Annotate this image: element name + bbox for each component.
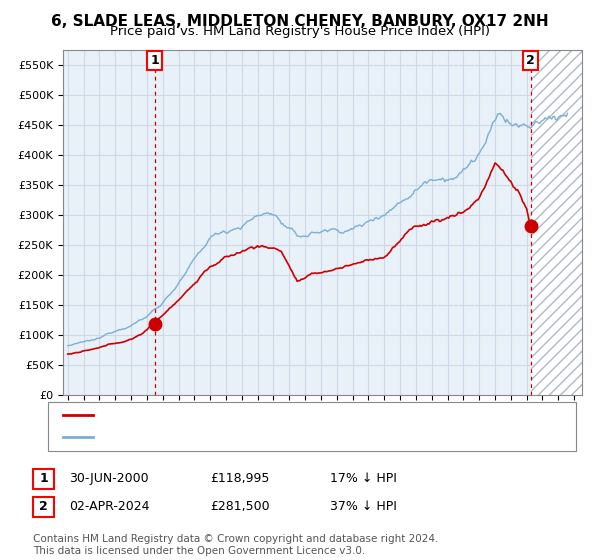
Text: 2: 2 — [39, 500, 48, 514]
Text: 02-APR-2024: 02-APR-2024 — [69, 500, 149, 514]
Text: 30-JUN-2000: 30-JUN-2000 — [69, 472, 149, 486]
Text: 6, SLADE LEAS, MIDDLETON CHENEY, BANBURY, OX17 2NH: 6, SLADE LEAS, MIDDLETON CHENEY, BANBURY… — [51, 14, 549, 29]
Text: 37% ↓ HPI: 37% ↓ HPI — [330, 500, 397, 514]
Text: 1: 1 — [151, 54, 159, 67]
Text: 6, SLADE LEAS, MIDDLETON CHENEY, BANBURY, OX17 2NH (detached house): 6, SLADE LEAS, MIDDLETON CHENEY, BANBURY… — [99, 409, 554, 422]
Text: HPI: Average price, detached house, West Northamptonshire: HPI: Average price, detached house, West… — [99, 431, 458, 444]
Bar — [530, 50, 582, 395]
Text: £281,500: £281,500 — [210, 500, 269, 514]
Text: 1: 1 — [39, 472, 48, 486]
Text: Price paid vs. HM Land Registry's House Price Index (HPI): Price paid vs. HM Land Registry's House … — [110, 25, 490, 38]
Text: 2: 2 — [526, 54, 535, 67]
Text: Contains HM Land Registry data © Crown copyright and database right 2024.
This d: Contains HM Land Registry data © Crown c… — [33, 534, 439, 556]
Text: 17% ↓ HPI: 17% ↓ HPI — [330, 472, 397, 486]
Text: £118,995: £118,995 — [210, 472, 269, 486]
Bar — [530, 50, 582, 395]
